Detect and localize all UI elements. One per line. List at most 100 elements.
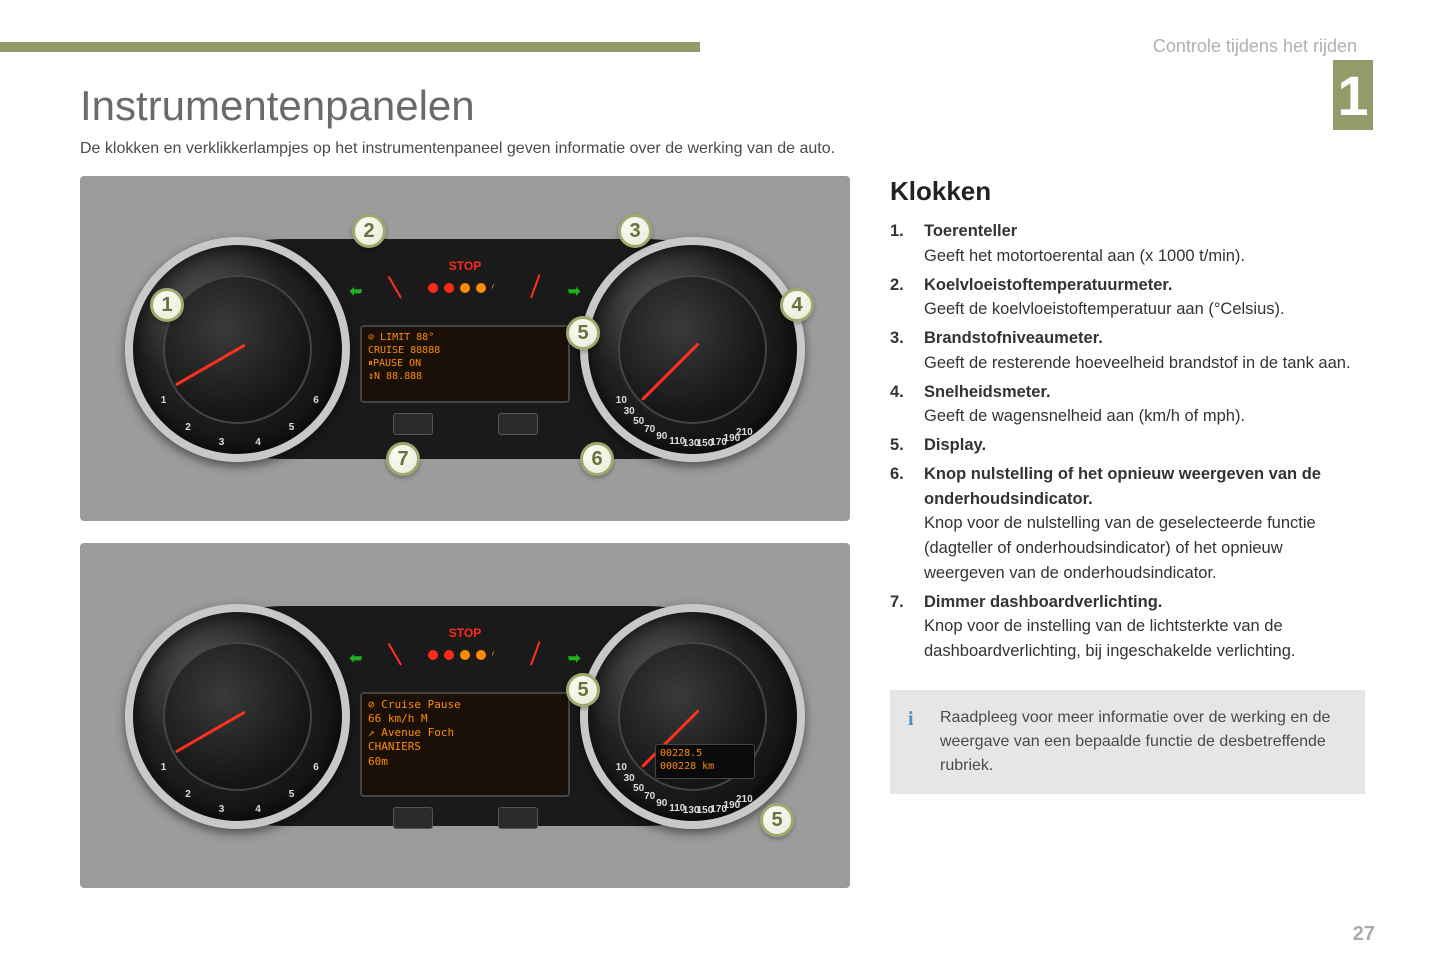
dimmer-button[interactable]: [393, 413, 433, 435]
gauge-tick-label: 1: [161, 395, 167, 406]
illustrations-column: t/min x 1000 123456 km/h 103050709011013…: [80, 176, 850, 910]
cluster-bottom: t/min x 1000 123456 km/h 00228.5000228 k…: [125, 576, 805, 856]
instrument-panel-bottom: t/min x 1000 123456 km/h 00228.5000228 k…: [80, 543, 850, 888]
callout-marker: 5: [566, 673, 600, 707]
callout-marker: 2: [352, 214, 386, 248]
gauge-tick-label: 3: [219, 804, 225, 815]
legend-term: Toerenteller: [924, 222, 1017, 240]
gauge-tick-label: 2: [185, 422, 191, 433]
legend-item: 3.Brandstofniveaumeter. Geeft de resteren…: [890, 326, 1365, 376]
legend-item: 2.Koelvloeistoftemperatuurmeter. Geeft de…: [890, 273, 1365, 323]
callout-marker: 6: [580, 442, 614, 476]
gauge-tick-label: 50: [633, 416, 644, 427]
gauge-tick-label: 10: [616, 395, 627, 406]
gauge-tick-label: 6: [313, 395, 319, 406]
callout-marker: 1: [150, 288, 184, 322]
legend-number: 6.: [890, 462, 924, 586]
gauge-tick-label: 5: [289, 789, 295, 800]
legend-item: 5.Display.: [890, 433, 1365, 458]
legend-number: 7.: [890, 590, 924, 664]
info-box: i Raadpleeg voor meer informatie over de…: [890, 690, 1365, 794]
legend-desc: Geeft de koelvloeistoftemperatuur aan (°…: [924, 300, 1285, 318]
warning-light-icon: [444, 650, 454, 660]
legend-number: 2.: [890, 273, 924, 323]
info-icon: i: [908, 704, 914, 734]
legend-body: Koelvloeistoftemperatuurmeter. Geeft de k…: [924, 273, 1365, 323]
gauge-tick-label: 90: [656, 798, 667, 809]
legend-desc: Geeft de resterende hoeveelheid brandsto…: [924, 354, 1351, 372]
info-text: Raadpleeg voor meer informatie over de w…: [940, 709, 1330, 774]
stop-warning-icon: STOP: [449, 626, 481, 640]
coolant-temp-gauge: [360, 262, 440, 302]
legend-term: Display.: [924, 436, 986, 454]
callout-marker: 5: [760, 803, 794, 837]
legend-term: Snelheidsmeter.: [924, 383, 1051, 401]
speedometer-gauge: km/h 1030507090110130150170190210: [580, 237, 805, 462]
gauge-tick-label: 1: [161, 762, 167, 773]
fuel-gauge: [490, 262, 570, 302]
tachometer-gauge: t/min x 1000 123456: [125, 604, 350, 829]
legend-desc: Geeft de wagensnelheid aan (km/h of mph)…: [924, 407, 1245, 425]
gauge-tick-label: 50: [633, 783, 644, 794]
page-content: Instrumentenpanelen De klokken en verkli…: [80, 82, 1365, 910]
stop-warning-icon: STOP: [449, 259, 481, 273]
center-display: ⊘ LIMIT 88°CRUISE 88888⏸PAUSE ON↕N 88.88…: [360, 325, 570, 403]
callout-marker: 7: [386, 442, 420, 476]
odometer-display: 00228.5000228 km: [655, 744, 755, 779]
page-number: 27: [1353, 923, 1375, 946]
legend-body: Dimmer dashboardverlichting.Knop voor de…: [924, 590, 1365, 664]
gauge-tick-label: 210: [736, 427, 753, 438]
warning-light-icon: [428, 283, 438, 293]
callout-marker: 3: [618, 214, 652, 248]
dimmer-button[interactable]: [393, 807, 433, 829]
gauge-tick-label: 5: [289, 422, 295, 433]
gauge-tick-label: 6: [313, 762, 319, 773]
legend-column: Klokken 1.Toerenteller Geeft het motortoe…: [890, 176, 1365, 910]
gauge-tick-label: 2: [185, 789, 191, 800]
warning-light-icon: [460, 650, 470, 660]
reset-button[interactable]: [498, 807, 538, 829]
gauge-tick-label: 4: [255, 804, 261, 815]
legend-desc: Knop voor de nulstelling van de geselect…: [924, 514, 1316, 582]
callout-marker: 5: [566, 316, 600, 350]
fuel-gauge: [490, 629, 570, 669]
warning-light-icon: [476, 650, 486, 660]
legend-item: 6.Knop nulstelling of het opnieuw weerge…: [890, 462, 1365, 586]
legend-number: 1.: [890, 219, 924, 269]
cluster-top: t/min x 1000 123456 km/h 103050709011013…: [125, 209, 805, 489]
warning-light-icon: [428, 650, 438, 660]
gauge-tick-label: 4: [255, 437, 261, 448]
legend-item: 7.Dimmer dashboardverlichting.Knop voor …: [890, 590, 1365, 664]
instrument-panel-top: t/min x 1000 123456 km/h 103050709011013…: [80, 176, 850, 521]
warning-light-icon: [444, 283, 454, 293]
legend-number: 4.: [890, 380, 924, 430]
legend-term: Brandstofniveaumeter.: [924, 329, 1103, 347]
legend-body: Toerenteller Geeft het motortoerental aan…: [924, 219, 1365, 269]
legend-number: 5.: [890, 433, 924, 458]
legend-term: Dimmer dashboardverlichting.: [924, 593, 1162, 611]
legend-term: Koelvloeistoftemperatuurmeter.: [924, 276, 1172, 294]
gauge-tick-label: 70: [644, 424, 655, 435]
warning-light-icon: [476, 283, 486, 293]
reset-button[interactable]: [498, 413, 538, 435]
legend-body: Brandstofniveaumeter. Geeft de resterende…: [924, 326, 1365, 376]
top-accent-bar: [0, 42, 700, 52]
legend-title: Klokken: [890, 176, 1365, 207]
legend-list: 1.Toerenteller Geeft het motortoerental a…: [890, 219, 1365, 664]
legend-body: Knop nulstelling of het opnieuw weergeve…: [924, 462, 1365, 586]
legend-number: 3.: [890, 326, 924, 376]
gauge-tick-label: 70: [644, 791, 655, 802]
coolant-temp-gauge: [360, 629, 440, 669]
center-display-large: ⊘ Cruise Pause 66 km/h M↗ Avenue Foch CH…: [360, 692, 570, 797]
legend-item: 4.Snelheidsmeter. Geeft de wagensnelheid …: [890, 380, 1365, 430]
callout-marker: 4: [780, 288, 814, 322]
page-title: Instrumentenpanelen: [80, 82, 1365, 130]
legend-item: 1.Toerenteller Geeft het motortoerental a…: [890, 219, 1365, 269]
center-block: STOP ⊘ Cruise Pause 66 km/h M↗ Avenue Fo…: [360, 624, 570, 814]
legend-body: Display.: [924, 433, 1365, 458]
legend-desc: Geeft het motortoerental aan (x 1000 t/m…: [924, 247, 1245, 265]
section-header: Controle tijdens het rijden: [1153, 36, 1357, 57]
gauge-tick-label: 210: [736, 794, 753, 805]
center-block: STOP ⊘ LIMIT 88°CRUISE 88888⏸PAUSE ON↕N …: [360, 257, 570, 447]
gauge-tick-label: 10: [616, 762, 627, 773]
